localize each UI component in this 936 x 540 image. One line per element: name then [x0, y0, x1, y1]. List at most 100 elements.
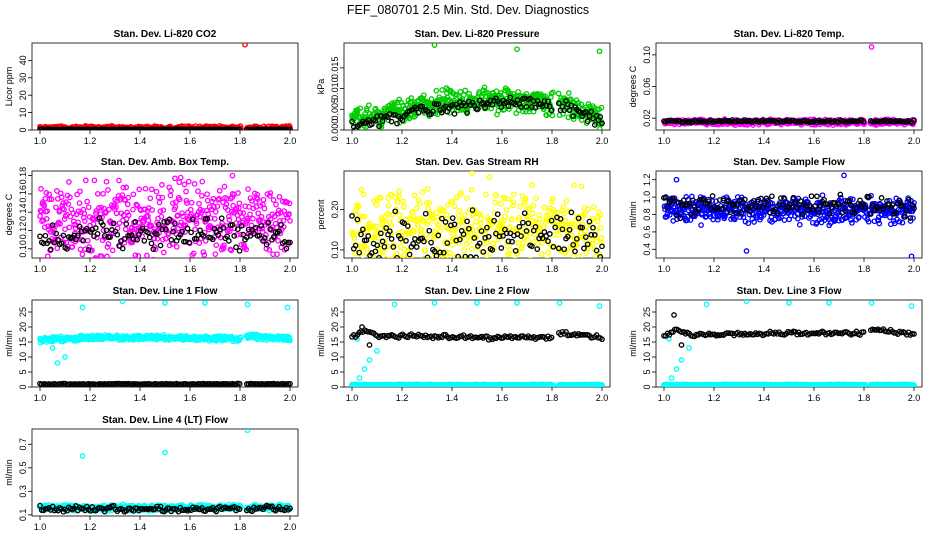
- data-point: [267, 226, 274, 232]
- data-point: [168, 260, 172, 264]
- data-point: [411, 192, 418, 199]
- data-point: [177, 174, 184, 181]
- data-point: [280, 217, 287, 224]
- data-point: [176, 179, 183, 186]
- x-tick-label: 1.8: [858, 136, 871, 146]
- data-point: [71, 126, 78, 130]
- data-point: [413, 244, 420, 250]
- data-point: [532, 224, 539, 230]
- data-point: [530, 202, 537, 209]
- data-point: [226, 216, 233, 223]
- data-point: [159, 182, 165, 188]
- data-point: [673, 176, 680, 183]
- x-tick-label: 2.0: [284, 393, 297, 403]
- data-point: [122, 226, 129, 233]
- data-point: [763, 195, 770, 202]
- chart-panel: Stan. Dev. Amb. Box Temp.1.0 1.2 1.4 1.6 1.8…: [4, 157, 299, 274]
- data-point: [805, 207, 811, 214]
- data-point: [124, 209, 131, 216]
- data-point: [491, 262, 495, 266]
- data-point: [74, 232, 81, 239]
- data-point: [462, 253, 469, 258]
- data-point: [57, 221, 64, 227]
- data-point: [211, 203, 217, 210]
- data-point: [116, 177, 122, 184]
- data-point: [195, 188, 201, 195]
- data-point: [423, 200, 430, 206]
- y-tick-label: 10: [330, 352, 340, 362]
- x-tick-label: 1.2: [396, 393, 409, 403]
- data-point: [814, 193, 820, 200]
- data-point: [255, 210, 262, 217]
- data-point: [910, 215, 916, 221]
- x-tick-label: 1.6: [184, 393, 197, 403]
- data-point: [125, 194, 132, 201]
- data-point: [447, 250, 454, 256]
- data-point: [60, 200, 66, 206]
- data-point: [911, 205, 917, 212]
- data-point: [119, 126, 126, 130]
- data-point: [752, 203, 759, 210]
- data-point: [781, 196, 788, 202]
- data-point: [878, 195, 885, 201]
- data-point: [907, 215, 914, 221]
- data-point: [377, 250, 384, 256]
- x-tick-label: 1.8: [234, 264, 247, 274]
- data-point: [781, 217, 788, 223]
- data-point: [170, 228, 176, 235]
- x-tick-label: 1.4: [446, 264, 459, 274]
- data-point: [144, 252, 150, 258]
- data-point: [287, 217, 293, 224]
- data-point: [76, 126, 83, 130]
- data-point: [860, 118, 867, 125]
- data-point: [523, 103, 530, 110]
- data-point: [82, 177, 89, 184]
- data-point: [512, 256, 518, 258]
- data-point: [159, 126, 166, 130]
- x-tick-label: 1.2: [396, 264, 409, 274]
- data-point: [204, 215, 211, 222]
- data-point: [185, 178, 192, 185]
- x-tick-label: 1.8: [858, 264, 871, 274]
- y-tick-label: 1.2: [642, 173, 652, 186]
- data-point: [451, 203, 458, 210]
- data-point: [217, 126, 223, 130]
- data-point: [731, 202, 737, 208]
- plot-frame: [31, 42, 299, 131]
- data-point: [720, 197, 727, 204]
- data-point: [157, 208, 164, 215]
- data-point: [586, 218, 593, 225]
- data-point: [192, 226, 198, 233]
- data-point: [372, 248, 379, 255]
- data-point: [132, 219, 139, 225]
- data-point: [221, 183, 228, 190]
- data-point: [150, 246, 157, 252]
- data-point: [575, 100, 582, 106]
- data-point: [41, 203, 48, 209]
- data-point: [127, 126, 133, 130]
- data-point: [200, 249, 207, 255]
- data-point: [515, 239, 522, 246]
- points: [37, 172, 293, 264]
- points: [661, 44, 917, 128]
- y-tick-label: 0.4: [642, 243, 652, 256]
- data-point: [287, 126, 293, 130]
- data-point: [394, 254, 400, 258]
- data-point: [541, 204, 548, 211]
- data-point: [167, 192, 174, 199]
- y-axis-label: Licor ppm: [4, 67, 14, 107]
- data-point: [361, 257, 365, 258]
- data-point: [276, 228, 283, 235]
- data-point: [790, 194, 797, 201]
- data-point: [509, 262, 513, 266]
- data-point: [493, 230, 499, 237]
- data-point: [590, 115, 596, 122]
- data-point: [684, 217, 690, 224]
- data-point: [689, 197, 696, 204]
- data-point: [562, 217, 569, 224]
- data-point: [160, 249, 167, 256]
- data-point: [100, 222, 106, 228]
- x-tick-label: 1.8: [546, 264, 559, 274]
- data-point: [132, 126, 139, 130]
- data-point: [484, 239, 491, 246]
